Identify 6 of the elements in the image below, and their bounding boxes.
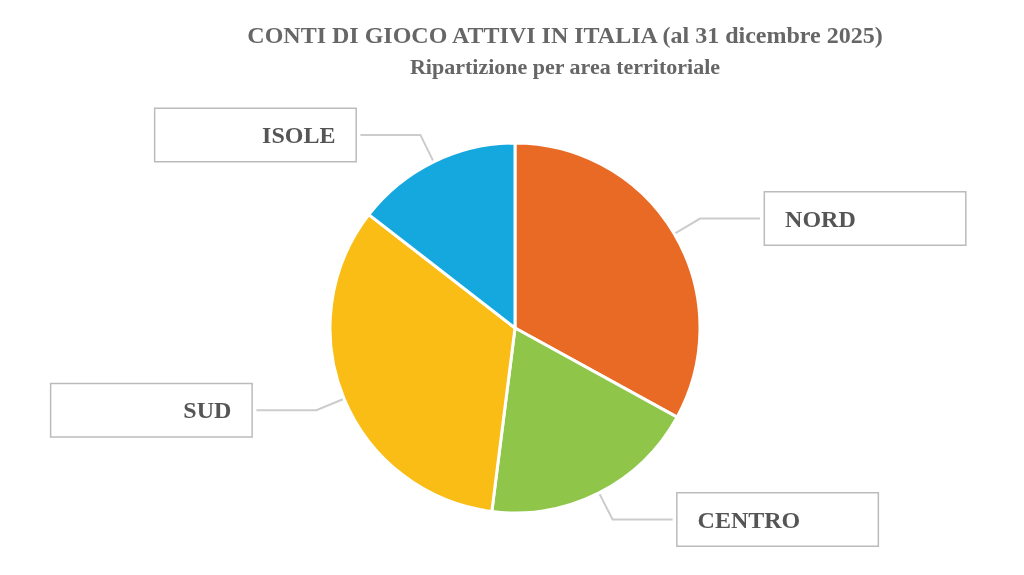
slice-label: NORD [785, 205, 856, 232]
slice-label: ISOLE [262, 121, 336, 148]
slice-label: CENTRO [697, 506, 801, 533]
chart-title: CONTI DI GIOCO ATTIVI IN ITALIA (al 31 dicembre 2025) [247, 22, 883, 48]
slice-label: SUD [183, 397, 232, 424]
chart-subtitle: Ripartizione per area territoriale [409, 53, 721, 79]
